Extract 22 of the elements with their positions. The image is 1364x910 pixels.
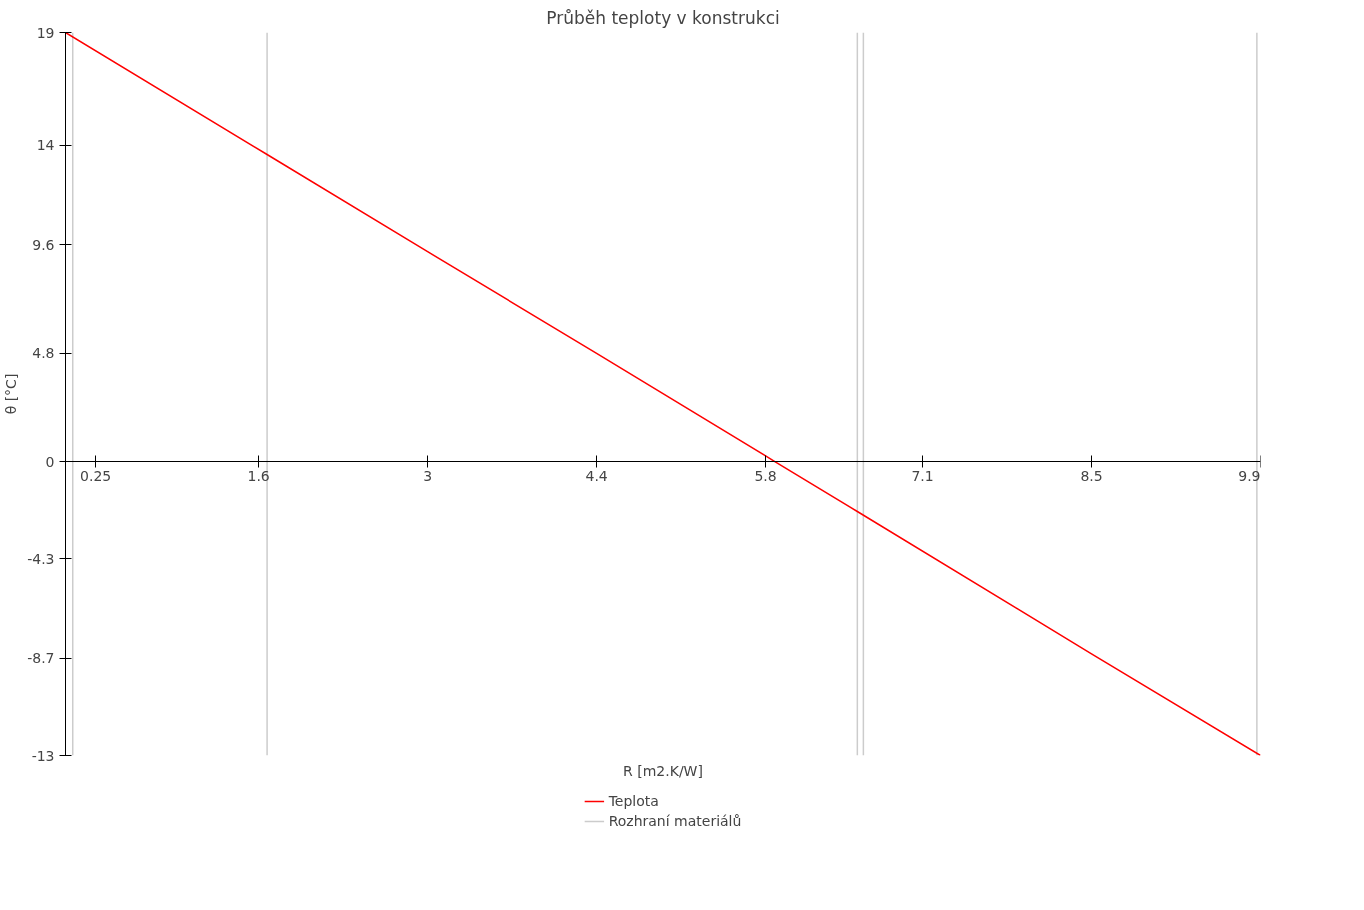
line-series [65,32,1261,756]
y-axis-title: θ [°C] [3,373,20,415]
x-tick-label: 7.1 [911,467,934,484]
x-tick-label: 1.6 [247,467,270,484]
x-tick-label: 4.4 [585,467,608,484]
y-tick-label: 0 [45,453,55,470]
x-tick-label: 0.25 [80,467,112,484]
y-tick-label: -13 [31,747,55,764]
legend-label: Teplota [608,793,659,809]
legend-label: Rozhraní materiálů [608,813,742,829]
x-tick-label: 9.9 [1238,467,1261,484]
x-tick-label: 8.5 [1080,467,1103,484]
x-tick-label: 5.8 [754,467,777,484]
y-tick-label: 9.6 [32,236,55,253]
chart-title: Průběh teploty v konstrukci [546,7,780,28]
y-tick-label: 19 [36,24,55,41]
y-tick-label: 14 [36,137,55,154]
x-axis-title: R [m2.K/W] [623,762,703,779]
y-tick-label: 4.8 [32,345,55,362]
x-tick-label: 3 [423,467,433,484]
y-tick-label: -4.3 [27,550,55,567]
y-tick-label: -8.7 [27,650,55,667]
